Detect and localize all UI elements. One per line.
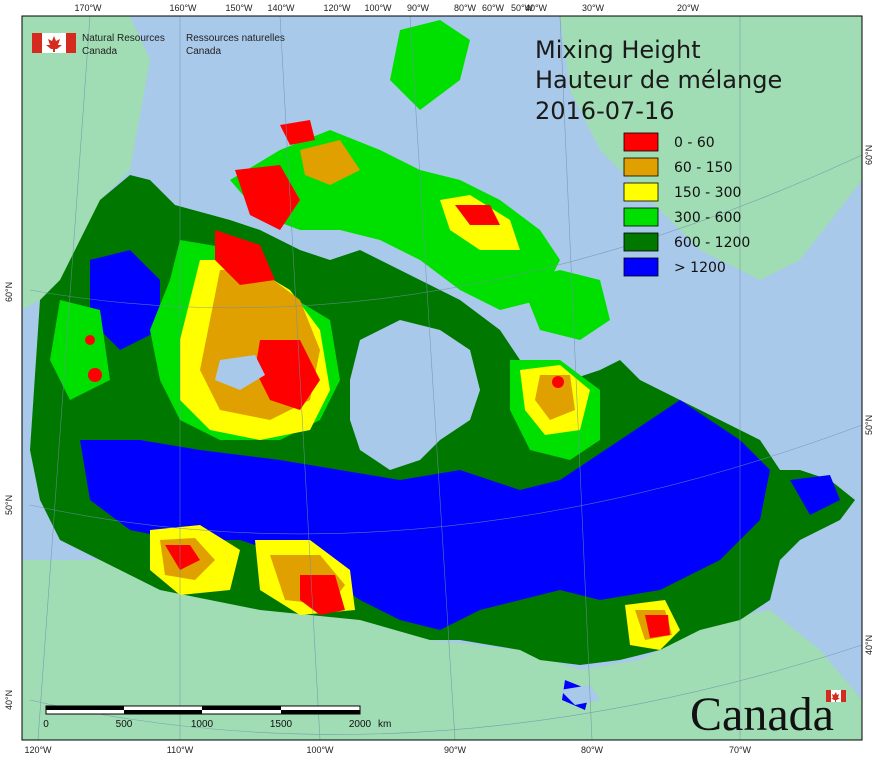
right-tick-label: 40°N <box>864 635 874 655</box>
top-tick-label: 150°W <box>225 3 253 13</box>
wordmark-text: Canada <box>690 688 834 741</box>
agency-name-fr-line1: Ressources naturelles <box>186 33 285 44</box>
legend-label: 0 - 60 <box>674 135 715 151</box>
scale-unit: km <box>378 719 391 730</box>
top-tick-label: 170°W <box>74 3 102 13</box>
wordmark-flag-icon <box>826 690 846 702</box>
canada-flag-icon <box>32 33 76 53</box>
bottom-tick-label: 110°W <box>167 745 194 755</box>
top-tick-label: 160°W <box>169 3 197 13</box>
scale-label: 1000 <box>191 719 214 730</box>
legend-swatch <box>623 182 659 202</box>
legend-label: 600 - 1200 <box>674 235 750 251</box>
legend-swatch <box>623 132 659 152</box>
legend-label: 60 - 150 <box>674 160 733 176</box>
nrcan-signature: Natural Resources Canada Ressources natu… <box>32 33 285 57</box>
right-tick-labels: 60°N 50°N 40°N <box>864 145 874 655</box>
top-tick-label: 120°W <box>323 3 351 13</box>
top-tick-label: 30°W <box>582 3 605 13</box>
map-title-fr: Hauteur de mélange <box>535 66 782 94</box>
legend-swatch <box>623 157 659 177</box>
canada-wordmark: Canada <box>690 688 846 741</box>
legend-label: 300 - 600 <box>674 210 741 226</box>
legend-label: 150 - 300 <box>674 185 741 201</box>
agency-name-fr-line2: Canada <box>186 46 221 57</box>
scale-label: 500 <box>116 719 133 730</box>
top-tick-label: 60°W <box>482 3 505 13</box>
top-tick-label: 100°W <box>364 3 392 13</box>
left-tick-label: 50°N <box>4 495 14 515</box>
graticule <box>29 15 863 741</box>
scale-label: 2000 <box>349 719 372 730</box>
top-tick-label: 40°W <box>525 3 548 13</box>
top-tick-label: 80°W <box>454 3 477 13</box>
legend-swatch <box>623 207 659 227</box>
canada-mixing-height <box>30 20 855 710</box>
top-tick-labels: 170°W 160°W 150°W 140°W 120°W 100°W 90°W… <box>74 3 699 13</box>
agency-name-en-line2: Canada <box>82 46 117 57</box>
scale-label: 1500 <box>270 719 293 730</box>
top-tick-label: 140°W <box>267 3 295 13</box>
legend-swatch <box>623 257 659 277</box>
bottom-tick-label: 120°W <box>24 745 52 755</box>
top-tick-label: 50°W <box>511 3 534 13</box>
map-date: 2016-07-16 <box>535 97 674 125</box>
legend-swatch <box>623 232 659 252</box>
right-tick-label: 60°N <box>864 145 874 165</box>
legend: 0 - 60 60 - 150 150 - 300 300 - 600 600 - 12… <box>623 132 750 277</box>
agency-name-en-line1: Natural Resources <box>82 33 165 44</box>
left-tick-label: 40°N <box>4 690 14 710</box>
bottom-tick-label: 70°W <box>729 745 752 755</box>
hudson-bay <box>350 320 480 470</box>
left-tick-labels: 60°N 50°N 40°N <box>4 282 14 710</box>
bottom-tick-label: 90°W <box>444 745 467 755</box>
legend-label: > 1200 <box>674 260 726 276</box>
right-tick-label: 50°N <box>864 415 874 435</box>
top-tick-label: 90°W <box>407 3 430 13</box>
left-tick-label: 60°N <box>4 282 14 302</box>
scale-label: 0 <box>43 719 49 730</box>
bottom-tick-label: 80°W <box>581 745 604 755</box>
scale-bar: 0 500 1000 1500 2000 km <box>43 705 391 730</box>
bottom-tick-label: 100°W <box>306 745 334 755</box>
surrounding-land <box>22 16 862 740</box>
top-tick-label: 20°W <box>677 3 700 13</box>
bottom-tick-labels: 120°W 110°W 100°W 90°W 80°W 70°W <box>24 745 751 755</box>
map-title-en: Mixing Height <box>535 36 701 64</box>
